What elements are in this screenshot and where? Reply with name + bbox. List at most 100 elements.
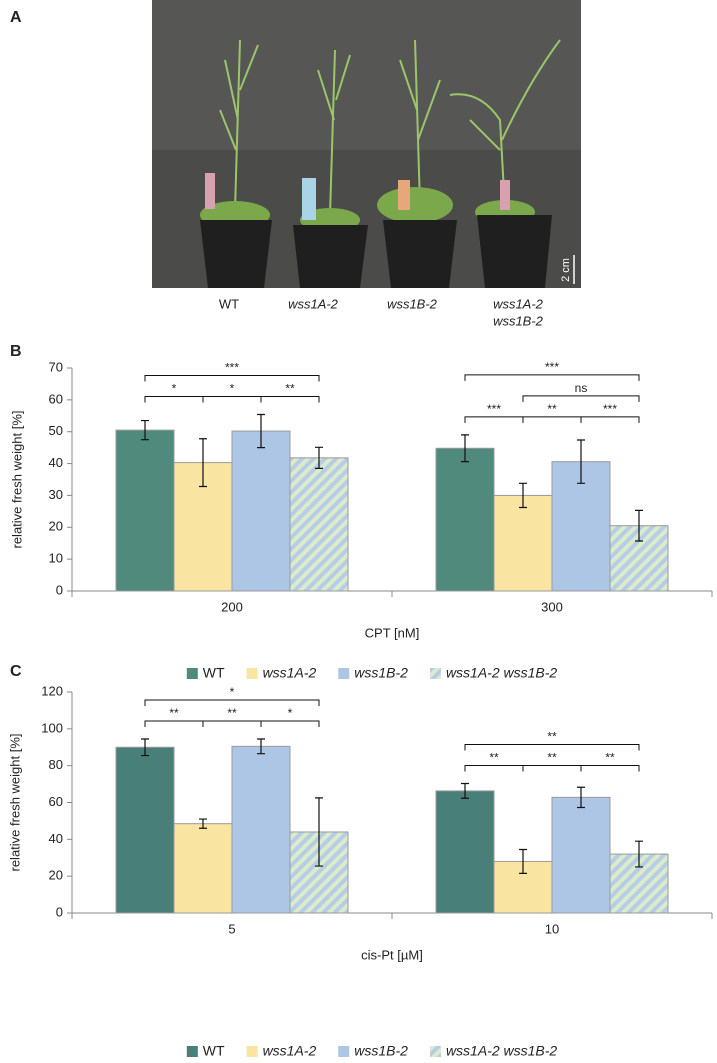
significance-label: *** [603, 402, 617, 416]
error-bar [257, 738, 265, 755]
error-bar [461, 782, 469, 799]
y-axis-title: relative fresh weight [%] [9, 410, 24, 548]
genotype-label: wss1A-2 [493, 296, 544, 311]
significance-bracket [580, 416, 640, 423]
y-tick-label: 50 [49, 423, 63, 438]
significance-bracket [144, 375, 320, 382]
legend-swatch [429, 668, 441, 679]
y-tick-label: 60 [49, 794, 63, 809]
y-tick-label: 70 [49, 359, 63, 374]
y-tick-label: 40 [49, 455, 63, 470]
significance-bracket [144, 396, 204, 403]
legend-swatch [186, 1046, 198, 1057]
significance-bracket [260, 396, 320, 403]
error-bar [315, 797, 323, 867]
legend-label: wss1A-2 [263, 665, 317, 681]
legend-label: wss1A-2 wss1B-2 [446, 1043, 557, 1059]
significance-label: ** [547, 730, 557, 744]
panel-label: B [10, 343, 22, 360]
x-tick-label: 300 [541, 599, 563, 614]
y-tick-label: 40 [49, 831, 63, 846]
significance-label: *** [545, 360, 559, 374]
legend-label: wss1B-2 [354, 665, 408, 681]
significance-label: ** [227, 706, 237, 720]
error-bar [461, 434, 469, 463]
error-bar [199, 438, 207, 488]
significance-label: ns [575, 381, 588, 395]
x-tick-label: 5 [228, 921, 235, 936]
genotype-label: wss1A-2 [288, 296, 339, 311]
error-bar [635, 840, 643, 868]
x-tick-label: 10 [545, 921, 559, 936]
significance-label: *** [487, 402, 501, 416]
y-tick-label: 80 [49, 757, 63, 772]
significance-bracket [144, 720, 204, 727]
genotype-label: WT [219, 296, 239, 311]
bar [115, 429, 175, 592]
y-tick-label: 0 [56, 904, 63, 919]
y-axis-title: relative fresh weight [%] [7, 733, 22, 871]
significance-label: ** [285, 382, 295, 396]
y-tick-label: 10 [49, 551, 63, 566]
bar [435, 447, 495, 592]
y-tick-label: 30 [49, 487, 63, 502]
significance-label: ** [547, 751, 557, 765]
legend-label: wss1A-2 wss1B-2 [446, 665, 557, 681]
bar [173, 823, 233, 914]
significance-bracket [260, 720, 320, 727]
significance-label: * [230, 382, 235, 396]
error-bar [141, 738, 149, 757]
y-tick-label: 0 [56, 582, 63, 597]
error-bar [577, 439, 585, 484]
scale-bar-label: 2 cm [560, 258, 572, 282]
significance-bracket [522, 395, 640, 402]
legend-label: WT [203, 1043, 225, 1059]
bar [289, 457, 349, 592]
significance-bracket [144, 699, 320, 706]
bar [551, 796, 611, 914]
legend-swatch [246, 1046, 258, 1057]
significance-label: * [172, 382, 177, 396]
genotype-label: wss1B-2 [493, 313, 544, 328]
significance-bracket [464, 374, 640, 381]
panel-label: A [10, 9, 22, 26]
bar [231, 430, 291, 592]
y-tick-label: 20 [49, 519, 63, 534]
significance-bracket [464, 744, 640, 751]
y-tick-label: 100 [41, 720, 63, 735]
significance-bracket [202, 396, 262, 403]
error-bar [635, 509, 643, 542]
legend-swatch [338, 1046, 350, 1057]
significance-bracket [202, 720, 262, 727]
error-bar [519, 482, 527, 509]
legend-swatch [338, 668, 350, 679]
genotype-label: wss1B-2 [387, 296, 438, 311]
x-axis-title: cis-Pt [µM] [361, 947, 423, 962]
error-bar [141, 419, 149, 441]
significance-bracket [522, 765, 582, 772]
error-bar [315, 446, 323, 469]
significance-label: ** [489, 751, 499, 765]
legend-swatch [429, 1046, 441, 1057]
significance-label: ** [547, 402, 557, 416]
y-tick-label: 120 [41, 683, 63, 698]
significance-label: * [230, 685, 235, 699]
error-bar [577, 786, 585, 809]
legend-label: wss1A-2 [263, 1043, 317, 1059]
y-tick-label: 60 [49, 391, 63, 406]
legend-label: WT [203, 665, 225, 681]
significance-bracket [580, 765, 640, 772]
x-tick-label: 200 [221, 599, 243, 614]
significance-bracket [464, 416, 524, 423]
photo [152, 0, 581, 288]
bar [231, 745, 291, 914]
y-tick-label: 20 [49, 868, 63, 883]
significance-bracket [464, 765, 524, 772]
legend-swatch [246, 668, 258, 679]
significance-bracket [522, 416, 582, 423]
panel-label: C [10, 663, 22, 680]
legend-swatch [186, 668, 198, 679]
significance-label: *** [225, 361, 239, 375]
